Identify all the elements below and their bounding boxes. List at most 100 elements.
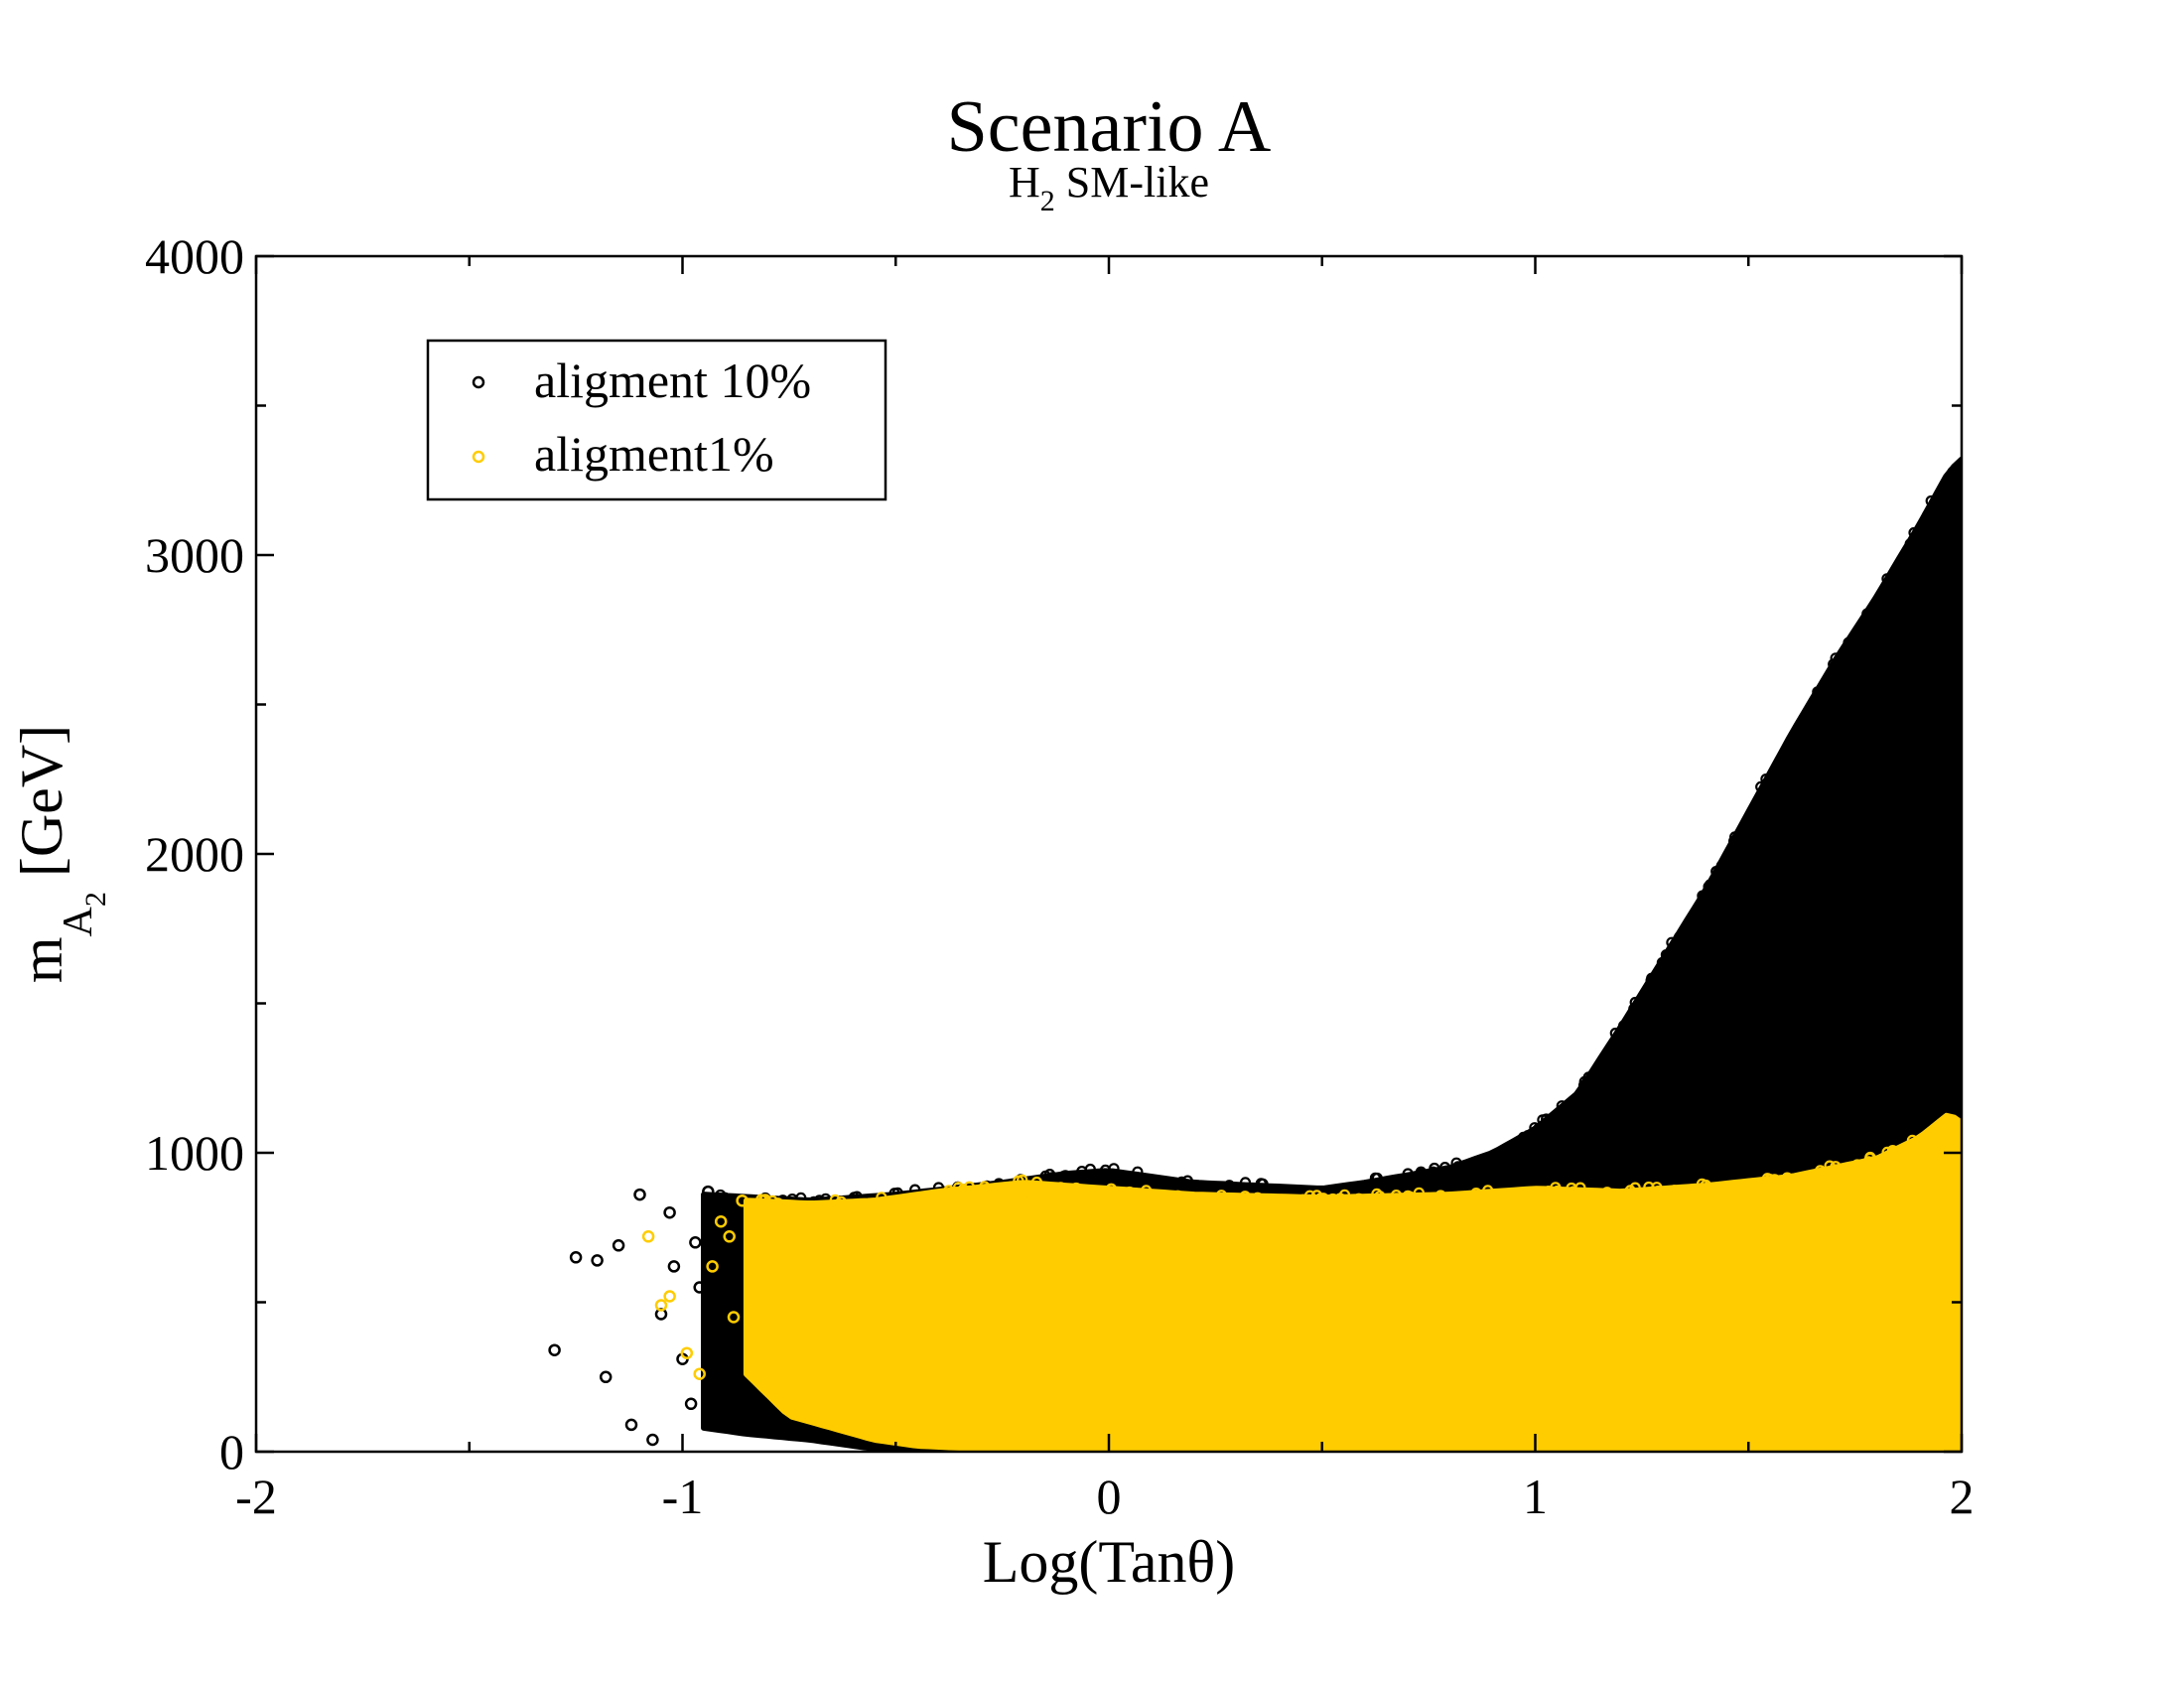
series-1-edge-point (1908, 526, 1920, 539)
series-2-edge-point (876, 1192, 887, 1203)
series-2-edge-point (1357, 1202, 1370, 1215)
series-1-edge-point (1417, 1178, 1430, 1190)
series-2-edge-point (1140, 1185, 1153, 1196)
series-2-edge-point (1643, 1195, 1655, 1206)
series-1-edge-point (1926, 506, 1939, 518)
legend-label-series-2: aligment1% (534, 426, 774, 482)
series-2-edge-point (1574, 1182, 1586, 1194)
series-1-point (727, 1370, 741, 1384)
series-1-edge-point (1741, 819, 1753, 832)
series-2-edge-point (795, 1207, 807, 1220)
series-1-point (633, 1188, 646, 1201)
series-1-edge-point (1794, 726, 1806, 738)
chart-subtitle: H2 SM-like (1009, 158, 1209, 217)
series-2-edge-point (1140, 1192, 1152, 1203)
series-2-edge-point (1075, 1193, 1088, 1205)
series-1-edge-point (1674, 935, 1686, 948)
y-tick-label: 3000 (145, 527, 244, 583)
series-2-edge-point (979, 1181, 991, 1193)
series-2-edge-point (1872, 1155, 1884, 1167)
x-tick-label: -1 (662, 1469, 704, 1524)
series-1-edge-point (1579, 1084, 1592, 1096)
series-2-edge-point (1317, 1193, 1329, 1204)
series-2-dense-region (743, 1112, 1962, 1452)
series-1-edge-point (1175, 1176, 1188, 1188)
series-2-edge-point (1292, 1199, 1304, 1211)
y-tick-label: 0 (219, 1424, 244, 1479)
series-2-edge-point (1402, 1190, 1414, 1201)
series-2-edge-point (1824, 1160, 1836, 1172)
series-1-point (646, 1433, 659, 1447)
series-2-edge-point (1054, 1182, 1067, 1194)
series-2-edge-point (1906, 1134, 1919, 1147)
series-2-edge-point (1457, 1198, 1470, 1210)
series-1-edge-point (1704, 889, 1715, 901)
series-2-edge-point (1448, 1192, 1460, 1204)
legend: aligment 10% aligment1% (426, 339, 887, 501)
series-1-point (548, 1343, 561, 1356)
series-2-edge-point (1680, 1196, 1692, 1207)
series-2-edge-point (1430, 1197, 1442, 1209)
series-1-point (732, 1418, 745, 1432)
series-2-edge-point (1827, 1171, 1840, 1183)
series-2-point (736, 1194, 749, 1207)
series-1-edge-point (1471, 1157, 1483, 1169)
legend-marker-series-2 (472, 450, 485, 464)
series-2-edge-point (755, 1194, 767, 1205)
series-1-edge-point (1615, 1034, 1627, 1047)
series-1-edge-point (1108, 1163, 1120, 1175)
series-2-edge-point (1851, 1162, 1863, 1174)
series-2-edge-point (1743, 1183, 1756, 1196)
series-2-edge-point (1390, 1189, 1403, 1201)
series-1-edge-point (1363, 1182, 1375, 1195)
series-1-edge-point (1881, 573, 1893, 585)
svg-text:mA2 [GeV]: mA2 [GeV] (9, 725, 112, 983)
series-2-point (752, 1355, 766, 1368)
series-2-edge-point (1006, 1191, 1018, 1202)
series-2 (641, 1112, 1962, 1452)
series-1-point (591, 1254, 604, 1267)
series-1-edge-point (1934, 490, 1946, 502)
series-2-edge-point (1629, 1182, 1641, 1194)
series-1-edge-point (1429, 1162, 1440, 1175)
series-1-edge-point (1601, 1048, 1613, 1059)
series-2-edge-point (1046, 1186, 1058, 1197)
series-2-edge-point (1761, 1182, 1774, 1194)
series-1-edge-point (1540, 1113, 1553, 1125)
series-2-edge-point (829, 1194, 841, 1206)
series-2-edge-point (1130, 1196, 1143, 1209)
series-2-edge-point (1806, 1177, 1818, 1189)
series-2-point (693, 1367, 706, 1380)
series-1-edge-point (1552, 1108, 1565, 1120)
series-1-edge-point (1689, 913, 1701, 924)
series-2-edge-point (1509, 1189, 1522, 1201)
series-2-edge-point (1555, 1196, 1567, 1208)
series-2-edge-point (943, 1185, 955, 1196)
series-2-edge-point (1545, 1196, 1557, 1208)
series-2-edge-point (1334, 1193, 1346, 1204)
series-1-edge-point (1843, 636, 1854, 648)
series-1-edge-point (1529, 1122, 1541, 1134)
series-2-edge-point (1515, 1190, 1528, 1201)
series-1-edge-point (1517, 1131, 1530, 1143)
series-2-edge-point (1716, 1190, 1728, 1202)
series-2-point (654, 1299, 668, 1312)
series-1-edge-point (1755, 780, 1767, 793)
series-2-edge-point (772, 1197, 784, 1209)
series-2-edge-point (1516, 1196, 1528, 1207)
series-1-point (569, 1251, 583, 1264)
series-1-edge-point (1905, 539, 1917, 551)
series-2-edge-point (874, 1197, 886, 1209)
series-2-edge-point (1886, 1144, 1899, 1157)
series-2-edge-point (1353, 1193, 1365, 1204)
series-2-edge-point (1826, 1165, 1838, 1177)
series-1-point (684, 1397, 698, 1411)
series-2-edge-point (1696, 1178, 1708, 1190)
series-1-edge-point (1861, 610, 1873, 623)
series-1-edge-point (1582, 1071, 1594, 1083)
series-2-edge-point (1494, 1191, 1506, 1202)
series-1-point (599, 1370, 613, 1384)
series-2-edge-point (843, 1203, 856, 1215)
series-2-point (706, 1260, 719, 1273)
